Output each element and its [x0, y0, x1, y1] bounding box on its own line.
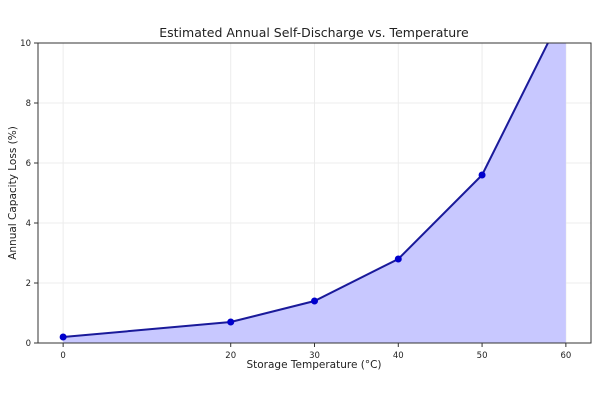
- y-tick-label: 10: [20, 39, 31, 49]
- data-point: [478, 171, 486, 179]
- x-tick-label: 50: [477, 351, 488, 361]
- y-tick-label: 8: [26, 99, 31, 109]
- data-point: [562, 4, 569, 11]
- y-tick-label: 6: [26, 159, 31, 169]
- x-tick-label: 30: [309, 351, 320, 361]
- data-point: [394, 255, 402, 263]
- y-axis-label: Annual Capacity Loss (%): [7, 126, 19, 260]
- area-fill: [63, 43, 566, 343]
- x-tick-label: 0: [60, 351, 65, 361]
- y-tick-label: 4: [26, 219, 31, 229]
- x-axis-label: Storage Temperature (°C): [246, 359, 381, 371]
- x-tick-label: 40: [393, 351, 404, 361]
- y-tick-label: 0: [26, 339, 31, 349]
- data-point: [227, 318, 235, 326]
- series-line: [63, 43, 550, 338]
- chart-title: Estimated Annual Self-Discharge vs. Temp…: [159, 25, 469, 40]
- y-tick-label: 2: [26, 279, 31, 289]
- data-point: [59, 333, 67, 341]
- data-point: [311, 297, 318, 305]
- x-tick-label: 60: [560, 351, 571, 361]
- x-tick-label: 20: [225, 351, 236, 361]
